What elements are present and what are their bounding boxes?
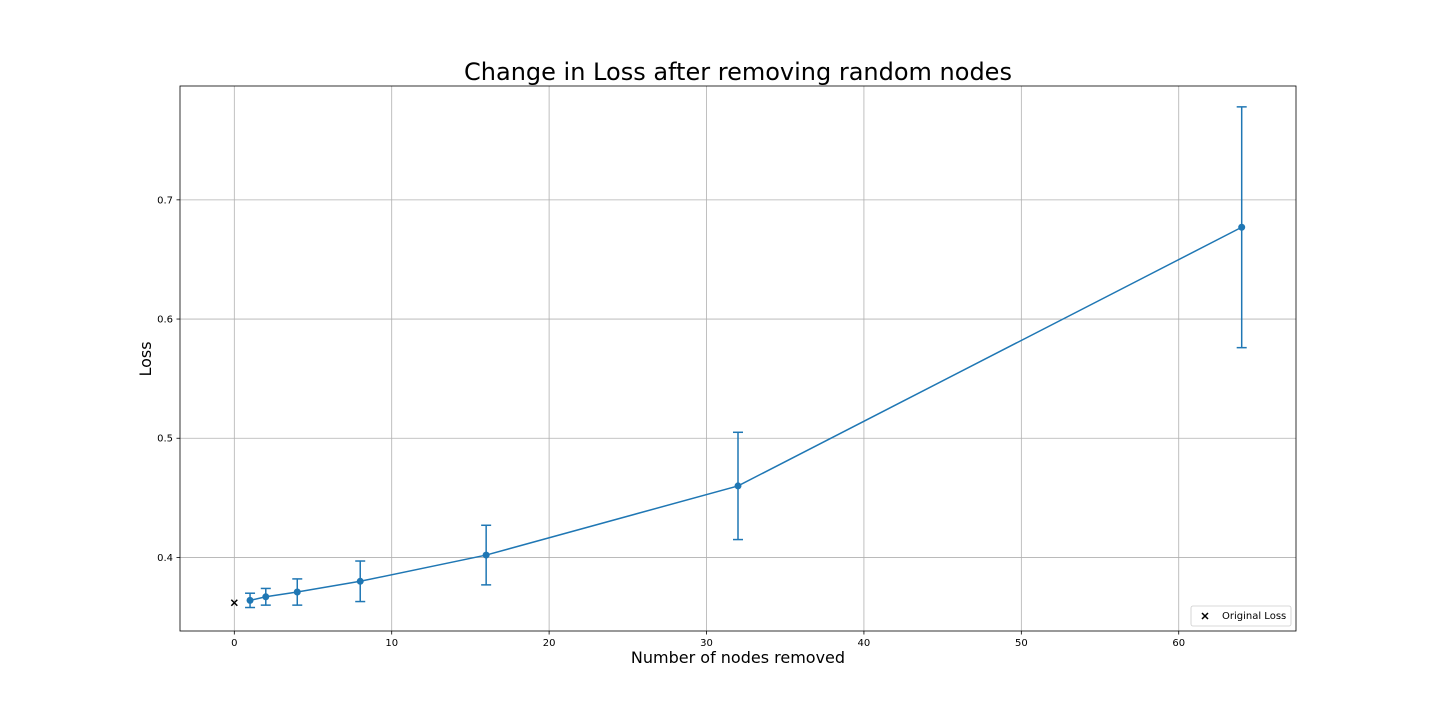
data-point	[356, 577, 364, 585]
data-point	[293, 588, 301, 596]
x-tick-label: 50	[1015, 638, 1028, 649]
x-tick-label: 10	[385, 638, 398, 649]
x-tick-label: 60	[1172, 638, 1185, 649]
x-axis-label: Number of nodes removed	[631, 648, 845, 667]
data-point	[246, 596, 254, 604]
axes-frame	[179, 85, 1297, 632]
data-point	[262, 593, 270, 601]
legend-label-original-loss: Original Loss	[1222, 611, 1286, 622]
grid	[180, 86, 1296, 631]
y-tick-label: 0.6	[157, 315, 173, 326]
legend-box	[1190, 605, 1292, 627]
y-tick-label: 0.5	[157, 434, 173, 445]
data-point	[482, 551, 490, 559]
chart-title: Change in Loss after removing random nod…	[464, 58, 1012, 86]
legend-marker-original-loss	[1201, 612, 1209, 620]
x-tick-label: 30	[700, 638, 713, 649]
plot-area	[230, 106, 1247, 609]
x-tick-label: 20	[543, 638, 556, 649]
loss-series-line	[249, 226, 1243, 602]
original-loss-marker	[230, 599, 238, 607]
x-tick-label: 0	[231, 638, 237, 649]
y-tick-label: 0.4	[157, 553, 173, 564]
y-tick-label: 0.7	[157, 195, 173, 206]
legend-x-icon	[1201, 612, 1209, 620]
axis-ticks: 0 10 20 30 40 50 60 0.4 0.5 0.6 0.7	[157, 195, 1185, 649]
x-tick-label: 40	[858, 638, 871, 649]
data-point	[734, 482, 742, 490]
legend: Original Loss	[1190, 605, 1292, 627]
data-point	[1238, 223, 1246, 231]
y-axis-label: Loss	[136, 341, 155, 376]
